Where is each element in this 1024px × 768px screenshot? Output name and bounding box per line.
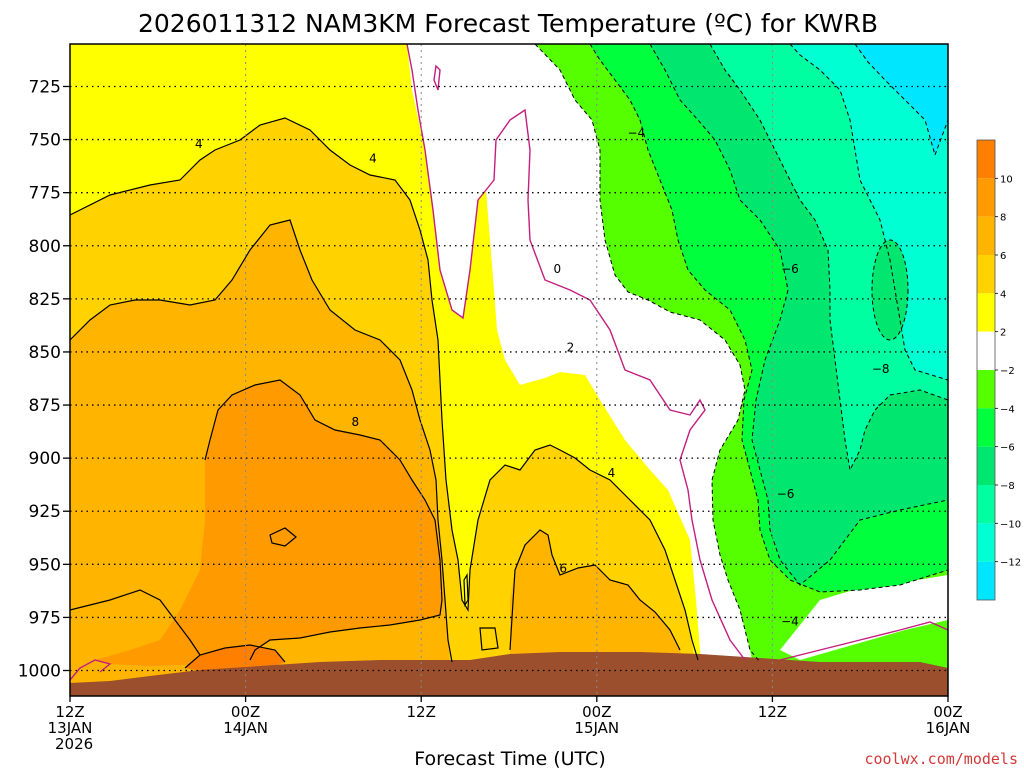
contour-label: 6 [559,562,567,576]
colorbar-label: 8 [1000,213,1006,224]
contour-labels: 4 4 8 0 2 4 6 −4 −6 −8 −6 −4 [195,126,890,628]
colorbar-swatch [977,446,995,485]
y-tick-label: 950 [29,555,61,575]
plot-frame [69,43,949,697]
x-tick-label: 00Z [231,703,260,721]
y-tick-label: 975 [29,608,61,628]
y-tick-label: 800 [29,237,61,257]
x-tick-label: 13JAN [48,719,93,737]
contour-label: 0 [553,262,561,276]
x-tick-label: 00Z [582,703,611,721]
plot-area: 4 4 8 0 2 4 6 −4 −6 −8 −6 −4 [69,43,949,697]
x-tick-label: 2026 [55,735,93,753]
field-band-below-m12 [855,44,948,155]
contour-label: −4 [627,126,645,140]
colorbar-swatch [977,561,995,600]
terrain [70,652,948,696]
y-tick-label: 925 [29,502,61,522]
colorbar-label: −6 [1000,443,1015,454]
y-tick-label: 875 [29,396,61,416]
chart-title: 2026011312 NAM3KM Forecast Temperature (… [138,9,878,38]
colorbar-swatch [977,485,995,524]
colorbar-swatch [977,293,995,332]
colorbar-label: 2 [1000,328,1006,339]
solid-contours [69,117,699,669]
colorbar-swatch [977,255,995,294]
y-tick-label: 825 [29,290,61,310]
colorbar-swatch [977,140,995,179]
contour-label: 2 [567,341,575,355]
colorbar-label: 6 [1000,251,1006,262]
colorbar-label: −10 [1000,519,1021,530]
colorbar-label: −12 [1000,558,1021,569]
field-white-notch [780,575,948,660]
credit-text: coolwx.com/models [864,750,1018,768]
dashed-contours [534,43,949,663]
contour-label: 4 [369,152,377,166]
contour-label: 4 [608,466,616,480]
zero-contours [69,43,949,681]
contour-label: 8 [352,415,360,429]
colorbar-label: 4 [1000,289,1006,300]
x-tick-label: 14JAN [223,719,268,737]
y-tick-label: 775 [29,184,61,204]
contour-label: −6 [781,262,799,276]
colorbar-label: −2 [1000,366,1015,377]
x-tick-label: 15JAN [574,719,619,737]
colorbar-label: −8 [1000,481,1015,492]
colorbar-swatch [977,370,995,409]
x-tick-label: 12Z [758,703,787,721]
x-axis-title: Forecast Time (UTC) [414,748,605,768]
contour-label: −8 [872,362,890,376]
colorbar: 10 8 6 4 2 −2 −4 −6 −8 −10 −12 [976,139,1021,601]
colorbar-swatch [977,331,995,370]
colorbar-swatch [977,178,995,217]
colorbar-label: 10 [1000,174,1013,185]
y-tick-label: 725 [29,77,61,97]
contour-label: −6 [777,487,795,501]
x-tick-label: 12Z [407,703,436,721]
y-tick-label: 850 [29,343,61,363]
contour-label: 4 [195,137,203,151]
y-tick-label: 900 [29,449,61,469]
y-tick-label: 1000 [18,662,61,682]
contour-label: −4 [781,615,799,629]
x-tick-label: 16JAN [926,719,971,737]
colorbar-swatch [977,523,995,562]
field-band-m10-m12 [790,44,948,380]
grid [69,44,949,696]
colorbar-label: −4 [1000,404,1015,415]
x-tick-label: 00Z [933,703,962,721]
x-tick-label: 12Z [55,703,84,721]
field-band-8-10 [95,380,442,666]
colorbar-swatch [977,216,995,255]
y-axis: 725 750 775 800 825 850 875 900 925 950 975 1000 [18,77,70,682]
colorbar-swatch [977,408,995,447]
y-tick-label: 750 [29,131,61,151]
